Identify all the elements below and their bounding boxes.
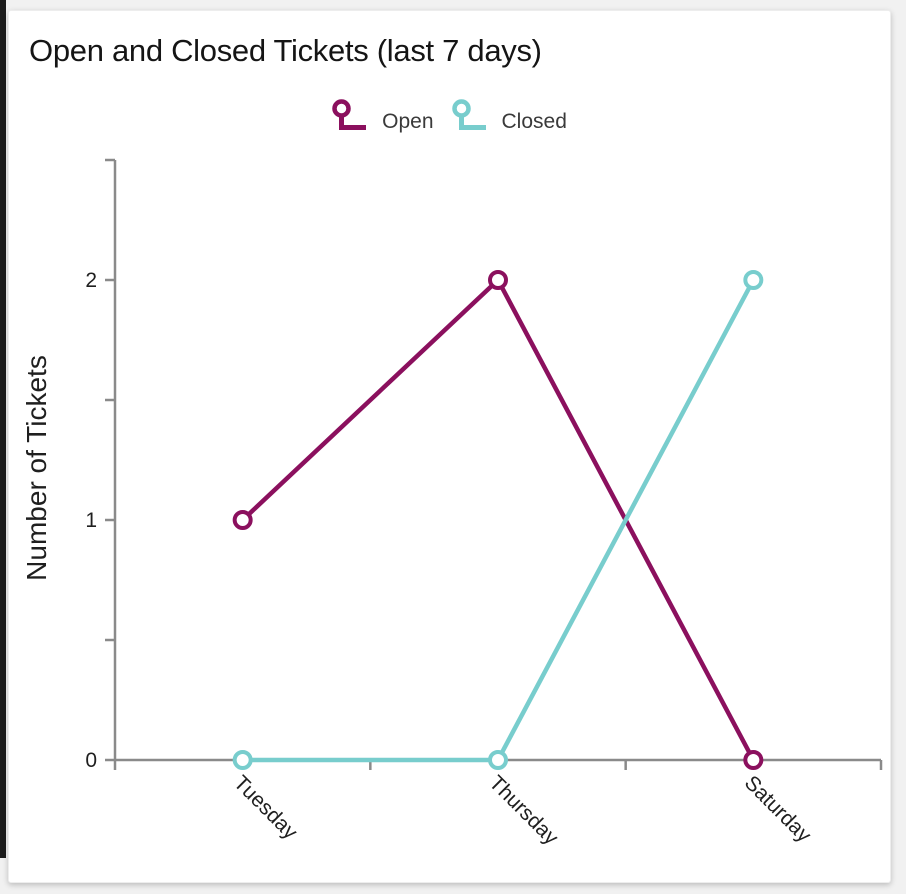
closed-series-marker-icon — [451, 99, 486, 130]
data-point-closed-tuesday[interactable] — [232, 750, 253, 770]
chart-legend: Open Closed — [9, 99, 890, 140]
data-point-closed-thursday[interactable] — [488, 750, 508, 770]
legend-label-open: Open — [382, 110, 434, 133]
chart-title: Open and Closed Tickets (last 7 days) — [29, 33, 542, 68]
data-point-open-thursday[interactable] — [488, 270, 508, 290]
data-point-open-saturday[interactable] — [743, 750, 764, 770]
data-point-closed-saturday[interactable] — [743, 270, 764, 290]
data-point-open-tuesday[interactable] — [232, 510, 253, 530]
legend-item-open[interactable]: Open — [332, 99, 434, 140]
open-series-marker-icon — [332, 99, 367, 130]
legend-item-closed[interactable]: Closed — [451, 99, 567, 140]
legend-label-closed: Closed — [501, 110, 567, 133]
window-left-edge — [0, 0, 6, 858]
